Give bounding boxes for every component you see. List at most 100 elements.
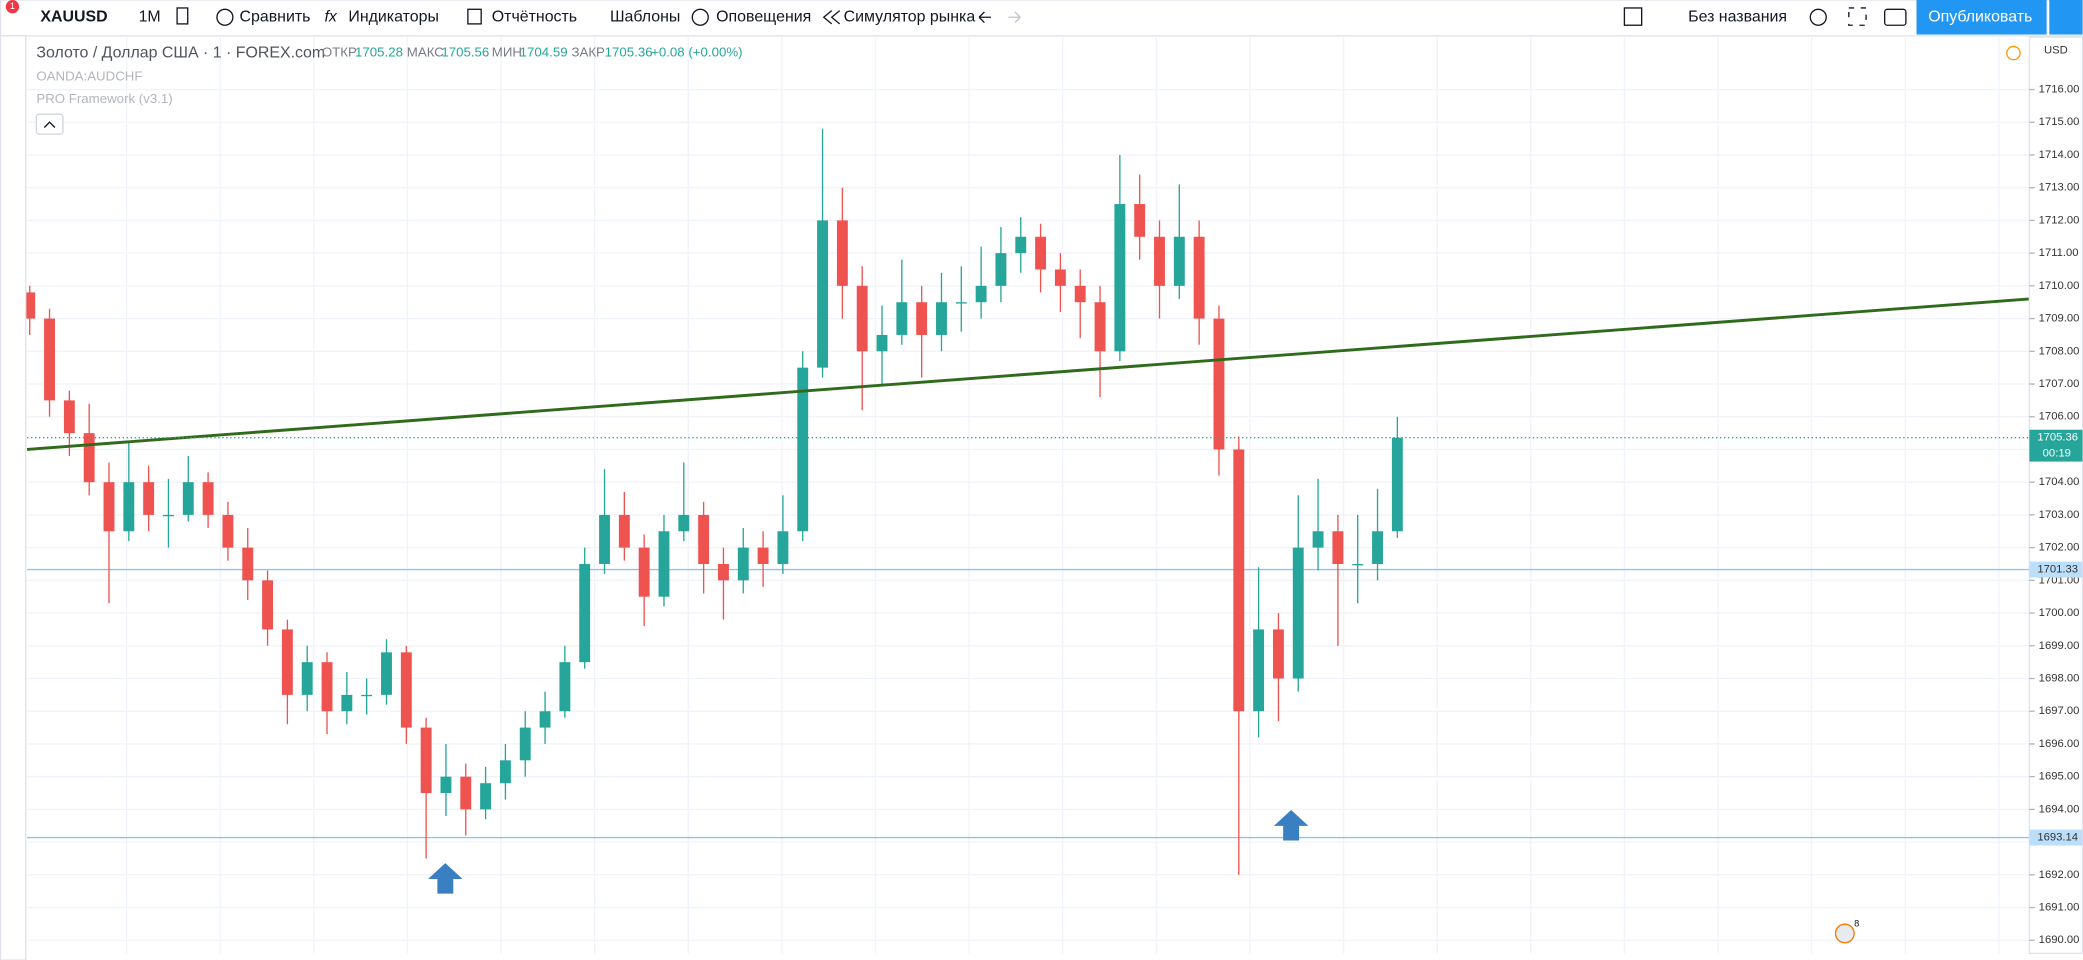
y-tick-label: 1709.00 <box>2039 313 2080 325</box>
y-tick-label: 1694.00 <box>2039 803 2080 815</box>
y-tick-label: 1698.00 <box>2039 672 2080 684</box>
publish-button[interactable] <box>1916 0 2047 35</box>
replay[interactable]: Симулятор рынка <box>844 8 976 25</box>
candle-body <box>1272 629 1284 679</box>
y-tick-label: 1699.00 <box>2039 640 2080 652</box>
grid <box>27 37 2030 954</box>
templates[interactable]: Шаблоны <box>610 8 680 25</box>
play-button[interactable] <box>2049 0 2083 35</box>
warning-icon[interactable] <box>2006 45 2021 61</box>
collapse-icon <box>43 121 56 128</box>
last-price-label: 1705.36 <box>2037 432 2078 444</box>
events-icon[interactable] <box>1834 923 1855 944</box>
candle-body <box>1074 285 1086 303</box>
candle-body <box>638 547 650 597</box>
chart-type-icon[interactable] <box>176 7 189 25</box>
interval[interactable]: 1М <box>139 8 161 25</box>
layout-name[interactable]: Без названия <box>1688 8 1787 25</box>
reports-icon[interactable] <box>467 8 482 25</box>
candle-body <box>1134 204 1146 237</box>
close-value: 1705.36 <box>605 45 653 60</box>
level-tag <box>2029 561 2083 578</box>
close-label: ЗАКР <box>571 45 605 60</box>
y-tick-label: 1702.00 <box>2039 542 2080 554</box>
candle-body <box>836 220 848 286</box>
candle-body <box>1391 437 1403 532</box>
candle-body <box>579 563 591 663</box>
y-tick-label: 1703.00 <box>2039 509 2080 521</box>
redo[interactable] <box>1008 11 1021 24</box>
y-tick-label: 1700.00 <box>2039 607 2080 619</box>
candle-body <box>1352 563 1364 566</box>
candle-body <box>83 433 95 483</box>
last-price-tag <box>2029 429 2083 462</box>
candle-body <box>182 482 194 515</box>
candle-body <box>698 514 710 564</box>
y-tick-label: 1691.00 <box>2039 902 2080 914</box>
candle-body <box>460 776 472 810</box>
low-label: МИН <box>492 45 522 60</box>
replay-icon[interactable] <box>822 10 841 25</box>
candle-body <box>44 318 55 401</box>
price-axis <box>2028 36 2083 955</box>
high-value: 1705.56 <box>441 45 489 60</box>
candle-body <box>618 514 630 548</box>
y-tick-label: 1704.00 <box>2039 476 2080 488</box>
candle-body <box>1094 302 1106 352</box>
y-tick-label: 1713.00 <box>2039 182 2080 194</box>
compare[interactable]: Сравнить <box>240 8 311 25</box>
candle-body <box>797 367 809 532</box>
y-tick-label: 1692.00 <box>2039 869 2080 881</box>
currency: USD <box>2044 44 2068 56</box>
alerts[interactable]: Оповещения <box>716 8 811 25</box>
fx-icon[interactable]: fx <box>324 8 337 25</box>
candle-body <box>1332 531 1344 564</box>
open-value: 1705.28 <box>355 45 403 60</box>
y-tick-label: 1716.00 <box>2039 84 2080 96</box>
candle-body <box>539 711 551 728</box>
candle-body <box>281 629 293 695</box>
candle-body <box>163 514 174 517</box>
candle-body <box>519 727 531 761</box>
candle-body <box>1015 236 1027 254</box>
candle-body <box>1035 236 1047 270</box>
candle-body <box>1114 204 1126 352</box>
compare-icon[interactable] <box>216 8 234 26</box>
collapse-button[interactable] <box>35 113 64 135</box>
symbol[interactable]: XAUUSD <box>40 8 107 25</box>
level-label: 1693.14 <box>2037 832 2078 844</box>
snapshot[interactable] <box>1883 8 1907 26</box>
alerts-icon[interactable] <box>691 8 709 26</box>
settings[interactable] <box>1809 8 1827 26</box>
candle-body <box>1253 629 1265 712</box>
reports[interactable]: Отчётность <box>492 8 577 25</box>
fullscreen[interactable] <box>1848 7 1867 26</box>
candle-body <box>480 783 492 810</box>
candle-body <box>381 652 392 695</box>
candle-body <box>717 563 729 581</box>
candle-body <box>1312 531 1324 548</box>
overlay[interactable]: OANDA:AUDCHF <box>36 69 142 84</box>
candle-body <box>916 302 928 335</box>
open-label: ОТКР <box>322 45 357 60</box>
candle-body <box>341 694 353 712</box>
y-tick-label: 1695.00 <box>2039 771 2080 783</box>
undo[interactable] <box>978 11 992 24</box>
badge <box>5 0 20 14</box>
candle-body <box>599 514 610 564</box>
legend-title: Золото / Доллар США · 1 · FOREX.com <box>36 44 325 61</box>
candle-body <box>202 482 214 515</box>
publish-label[interactable]: Опубликовать <box>1928 8 2032 25</box>
candle-body <box>321 662 333 712</box>
left-toolbar <box>0 35 27 960</box>
select-icon[interactable] <box>1623 7 1643 26</box>
change: +0.08 (+0.00%) <box>651 45 742 60</box>
indicators[interactable]: Индикаторы <box>348 8 439 25</box>
y-tick-label: 1711.00 <box>2039 247 2079 259</box>
y-tick-label: 1697.00 <box>2039 705 2080 717</box>
candle-body <box>936 302 947 335</box>
candle-body <box>499 760 511 784</box>
overlay[interactable]: PRO Framework (v3.1) <box>36 91 172 106</box>
